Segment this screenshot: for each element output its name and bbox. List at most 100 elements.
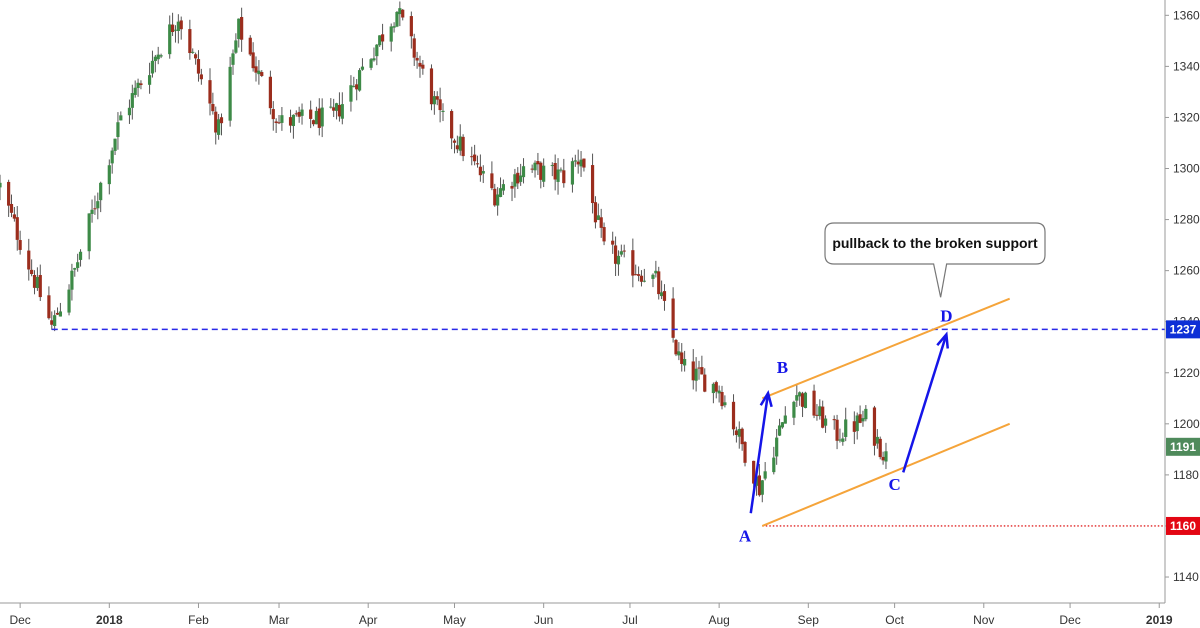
- candle-body: [838, 439, 842, 441]
- candle-body: [435, 96, 439, 100]
- candle-body: [438, 99, 442, 111]
- candle-body: [58, 311, 63, 317]
- channel-line: [761, 422, 1011, 527]
- candle-body: [133, 87, 137, 95]
- candle-body: [280, 115, 284, 123]
- candle-body: [743, 442, 747, 463]
- candle-body: [432, 96, 436, 105]
- candle-body: [53, 315, 57, 327]
- candle-body: [812, 390, 816, 416]
- candle-body: [642, 280, 646, 282]
- candle-body: [429, 68, 434, 105]
- x-tick-label: Jul: [622, 613, 637, 627]
- candle-body: [757, 475, 762, 496]
- candle-body: [194, 54, 198, 59]
- candle-body: [763, 471, 767, 479]
- candle-body: [513, 174, 517, 187]
- candle-body: [573, 160, 577, 162]
- candle-body: [441, 110, 445, 112]
- candle-body: [9, 203, 14, 213]
- candle-body: [73, 268, 77, 270]
- wave-label: A: [739, 526, 752, 545]
- candle-body: [800, 393, 805, 407]
- candle-body: [639, 275, 644, 282]
- candle-body: [173, 29, 178, 31]
- candle-body: [835, 419, 839, 441]
- y-tick-label: 1140: [1173, 570, 1199, 584]
- candle-body: [458, 136, 462, 151]
- candle-body: [872, 407, 877, 446]
- x-tick-label: Aug: [708, 613, 729, 627]
- candle-body: [481, 171, 485, 174]
- candle-body: [18, 240, 22, 250]
- candle-body: [470, 156, 474, 158]
- candle-body: [654, 270, 658, 274]
- candle-body: [147, 75, 152, 85]
- candle-body: [168, 24, 172, 55]
- candle-body: [99, 182, 103, 201]
- candle-body: [211, 104, 215, 112]
- candle-body: [127, 107, 132, 116]
- candle-body: [530, 168, 534, 170]
- candle-body: [260, 72, 264, 76]
- candle-body: [208, 80, 212, 104]
- x-tick-label: Mar: [269, 613, 290, 627]
- candle-body: [671, 298, 675, 338]
- candle-body: [90, 209, 94, 214]
- candle-body: [694, 368, 698, 381]
- candle-body: [553, 162, 557, 180]
- candle-body: [311, 120, 316, 125]
- candle-body: [475, 163, 480, 165]
- x-tick-label: 2018: [96, 613, 123, 627]
- candle-body: [159, 55, 163, 57]
- candle-body: [228, 66, 232, 121]
- candle-body: [300, 109, 304, 116]
- candle-body: [50, 320, 54, 325]
- x-tick-label: 2019: [1146, 613, 1173, 627]
- candle-body: [329, 106, 333, 108]
- candle-body: [277, 122, 281, 124]
- candle-body: [539, 162, 543, 180]
- channel-line: [761, 297, 1011, 400]
- candle-body: [559, 169, 563, 171]
- candle-body: [634, 274, 638, 276]
- callout-bubble: [824, 222, 1046, 298]
- candle-body: [844, 419, 848, 437]
- wave-arrow-shaft: [749, 393, 770, 514]
- wave-label: D: [940, 307, 952, 326]
- candle-body: [602, 227, 606, 242]
- candle-body: [703, 374, 707, 392]
- candle-body: [720, 392, 724, 407]
- y-tick-label: 1260: [1173, 264, 1200, 278]
- candle-body: [70, 270, 74, 290]
- x-tick-label: Apr: [359, 613, 378, 627]
- candle-body: [7, 181, 11, 206]
- candle-body: [378, 35, 382, 46]
- candle-body: [170, 24, 175, 32]
- candle-body: [93, 208, 97, 210]
- candle-body: [542, 165, 546, 182]
- candle-body: [412, 38, 416, 58]
- candle-body: [461, 136, 465, 157]
- candle-body: [490, 173, 494, 189]
- candle-body: [536, 161, 540, 165]
- candle-body: [697, 367, 701, 369]
- annotation-callout: pullback to the broken support: [824, 222, 1046, 298]
- candle-body: [674, 339, 678, 355]
- candle-body: [884, 451, 888, 462]
- candle-body: [792, 401, 796, 418]
- candle-body: [231, 53, 235, 65]
- candle-body: [717, 390, 721, 394]
- candle-body: [752, 460, 756, 484]
- candle-body: [590, 165, 595, 204]
- candle-body: [818, 406, 822, 417]
- candle-body: [274, 121, 278, 124]
- candle-body: [521, 166, 526, 178]
- candle-body: [119, 115, 123, 121]
- x-tick-label: Sep: [798, 613, 820, 627]
- price-badge: [1166, 437, 1200, 456]
- candle-body: [795, 395, 799, 401]
- candle-body: [576, 161, 580, 165]
- candle-body: [38, 275, 42, 298]
